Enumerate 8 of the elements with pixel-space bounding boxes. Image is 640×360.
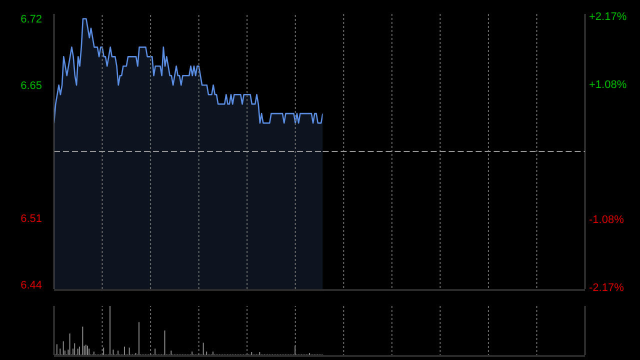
y2-tick-label: -2.17% — [589, 282, 624, 294]
y-tick-label: 6.65 — [20, 80, 42, 92]
y-tick-label: 6.72 — [20, 14, 42, 26]
y-tick-label: 6.44 — [20, 279, 42, 292]
y-tick-label: 6.51 — [20, 212, 42, 225]
y2-tick-label: -1.08% — [589, 214, 624, 226]
y2-tick-label: +2.17% — [589, 10, 627, 23]
y2-tick-label: +1.08% — [589, 79, 627, 91]
